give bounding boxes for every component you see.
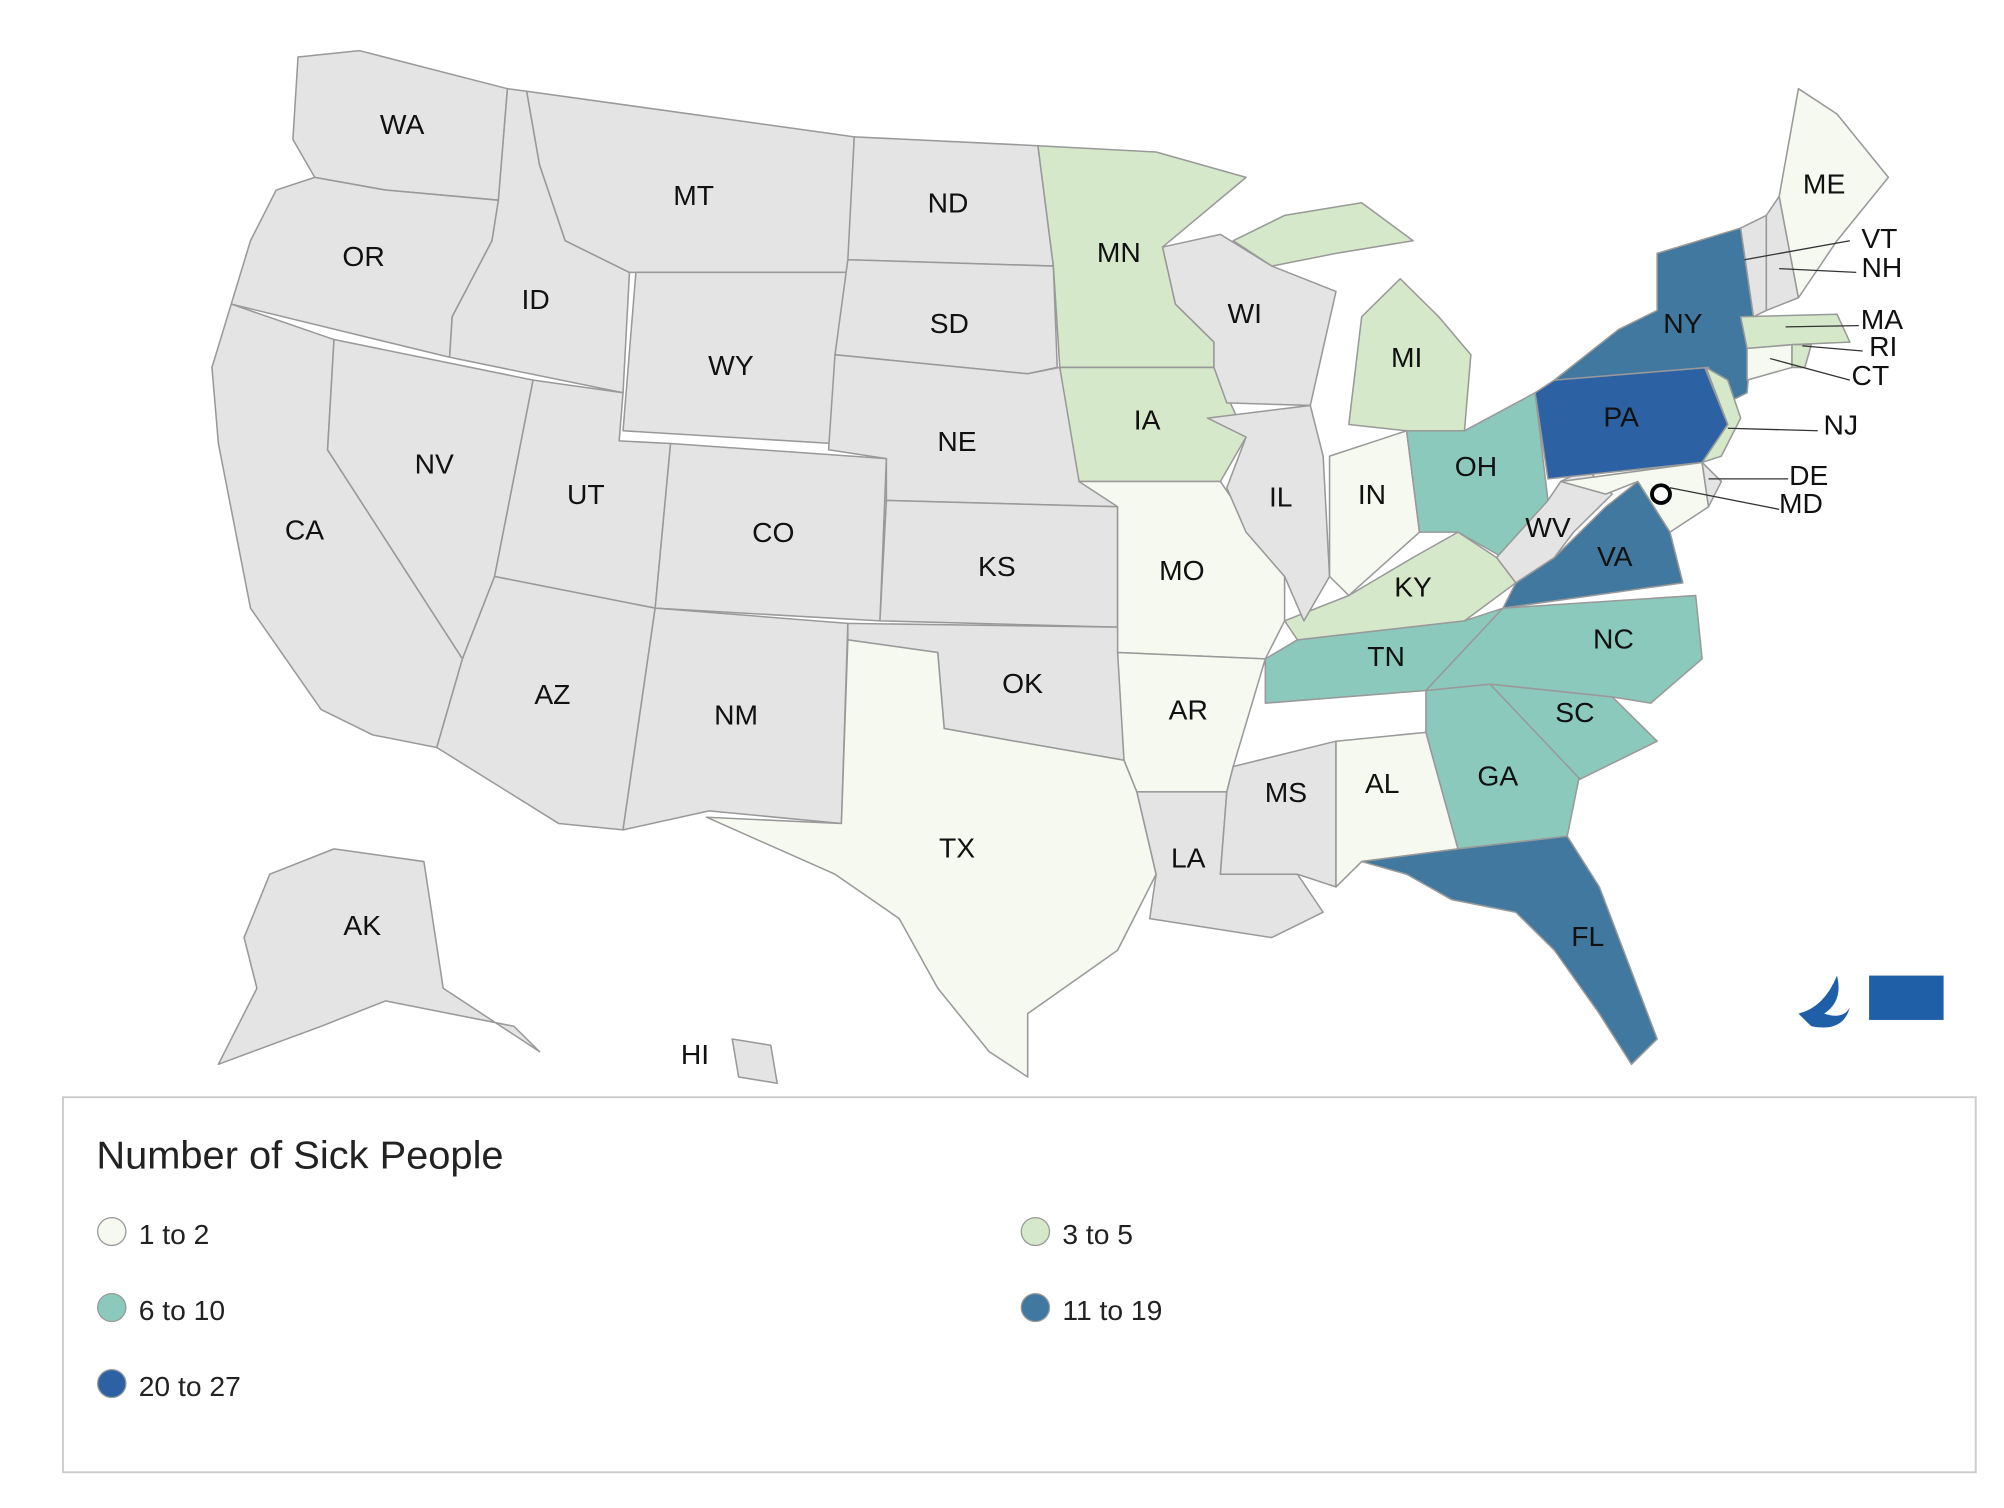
state-label: RI — [1869, 331, 1897, 362]
state-shape — [1791, 343, 1813, 369]
state-label: MD — [1779, 488, 1823, 519]
state-label: KS — [978, 551, 1016, 582]
legend-swatch — [96, 1292, 127, 1323]
state-label: IA — [1134, 404, 1161, 435]
state-label: SD — [930, 308, 969, 339]
state-label: KY — [1394, 572, 1432, 603]
state-label: LA — [1171, 843, 1206, 874]
state-shape — [1161, 233, 1337, 407]
legend-box — [61, 1096, 1977, 1474]
legend: 1 to 2 3 to 5 6 to 10 11 to 19 20 to 27 — [96, 1216, 1162, 1402]
state-label: VA — [1597, 541, 1633, 572]
state-label: NY — [1663, 308, 1703, 339]
state-shape — [705, 639, 1157, 1078]
map-group: WA OR ID MT WY ND SD NE CA NV UT CO AZ NM KS OK TX MN IA MO… — [61, 49, 1977, 1474]
state-label: GA — [1477, 760, 1518, 791]
state-label: ND — [928, 188, 969, 219]
state-label: OK — [1002, 668, 1043, 699]
state-label: CO — [752, 517, 794, 548]
state-label: WI — [1228, 298, 1263, 329]
state-shape — [622, 607, 849, 831]
state-labels: WA OR ID MT WY ND SD NE CA NV UT CO AZ NM KS OK TX MN IA MO… — [285, 109, 1904, 1070]
state-label: NV — [415, 449, 455, 480]
state-label: IN — [1358, 479, 1386, 510]
state-label: NC — [1593, 624, 1634, 655]
state-label: NJ — [1824, 410, 1859, 441]
state-label: OH — [1455, 451, 1497, 482]
state-label: AR — [1169, 695, 1208, 726]
legend-label: 20 to 27 — [139, 1371, 241, 1402]
state-shape — [1328, 430, 1421, 597]
leader-line — [1770, 357, 1850, 381]
leader-line — [1744, 240, 1850, 261]
state-label: ID — [522, 284, 550, 315]
state-shape — [1360, 835, 1658, 1066]
state-label: MO — [1159, 555, 1204, 586]
state-label: UT — [567, 479, 605, 510]
state-label: AL — [1365, 768, 1400, 799]
legend-label: 3 to 5 — [1062, 1219, 1133, 1250]
state-label: HI — [681, 1039, 709, 1070]
state-label: TX — [939, 833, 975, 864]
state-shape — [1778, 87, 1890, 299]
leader-line — [1727, 427, 1818, 432]
state-label: NE — [937, 426, 976, 457]
state-label: NH — [1862, 252, 1903, 283]
state-label: MT — [673, 180, 714, 211]
legend-title: Number of Sick People — [96, 1134, 503, 1178]
state-label: AK — [343, 910, 381, 941]
state-label: WV — [1525, 512, 1571, 543]
leader-line — [1785, 324, 1859, 328]
states — [211, 49, 1890, 1085]
legend-swatch — [1020, 1292, 1051, 1323]
state-shape — [731, 1038, 778, 1085]
state-label: MA — [1861, 304, 1904, 335]
state-shape — [1206, 404, 1331, 622]
state-label: PA — [1603, 402, 1639, 433]
legend-swatch — [1020, 1216, 1051, 1247]
state-label: CA — [285, 515, 325, 546]
state-label: WY — [708, 350, 754, 381]
leader-line — [1669, 487, 1780, 510]
legend-label: 6 to 10 — [139, 1295, 225, 1326]
state-label: CT — [1852, 360, 1890, 391]
legend-label: 1 to 2 — [139, 1219, 210, 1250]
logo-box — [1869, 975, 1944, 1020]
state-shape — [1701, 366, 1742, 464]
state-shape — [217, 848, 541, 1066]
leader-lines — [1669, 240, 1863, 510]
state-label: MS — [1265, 777, 1307, 808]
state-label: DE — [1789, 460, 1828, 491]
state-label: OR — [342, 241, 384, 272]
state-label: MN — [1097, 237, 1141, 268]
state-shape — [1219, 740, 1337, 888]
state-label: TN — [1367, 641, 1405, 672]
state-label: MI — [1391, 342, 1422, 373]
state-label: SC — [1555, 697, 1594, 728]
state-shape — [1425, 594, 1703, 704]
state-label: ME — [1803, 169, 1845, 200]
state-label: FL — [1571, 921, 1604, 952]
state-label: VT — [1861, 223, 1897, 254]
leader-line — [1802, 345, 1863, 352]
dc-marker — [1650, 483, 1672, 505]
state-label: WA — [380, 109, 425, 140]
state-label: AZ — [534, 679, 570, 710]
leader-line — [1779, 267, 1857, 274]
state-shape — [1059, 366, 1247, 483]
cdc-logo — [1798, 975, 1944, 1028]
logo-eagle — [1798, 975, 1850, 1028]
state-shape — [1739, 313, 1851, 350]
legend-swatch — [96, 1368, 127, 1399]
legend-label: 11 to 19 — [1062, 1295, 1162, 1326]
state-label: IL — [1269, 482, 1293, 513]
state-label: NM — [714, 700, 758, 731]
legend-swatch — [96, 1216, 127, 1247]
